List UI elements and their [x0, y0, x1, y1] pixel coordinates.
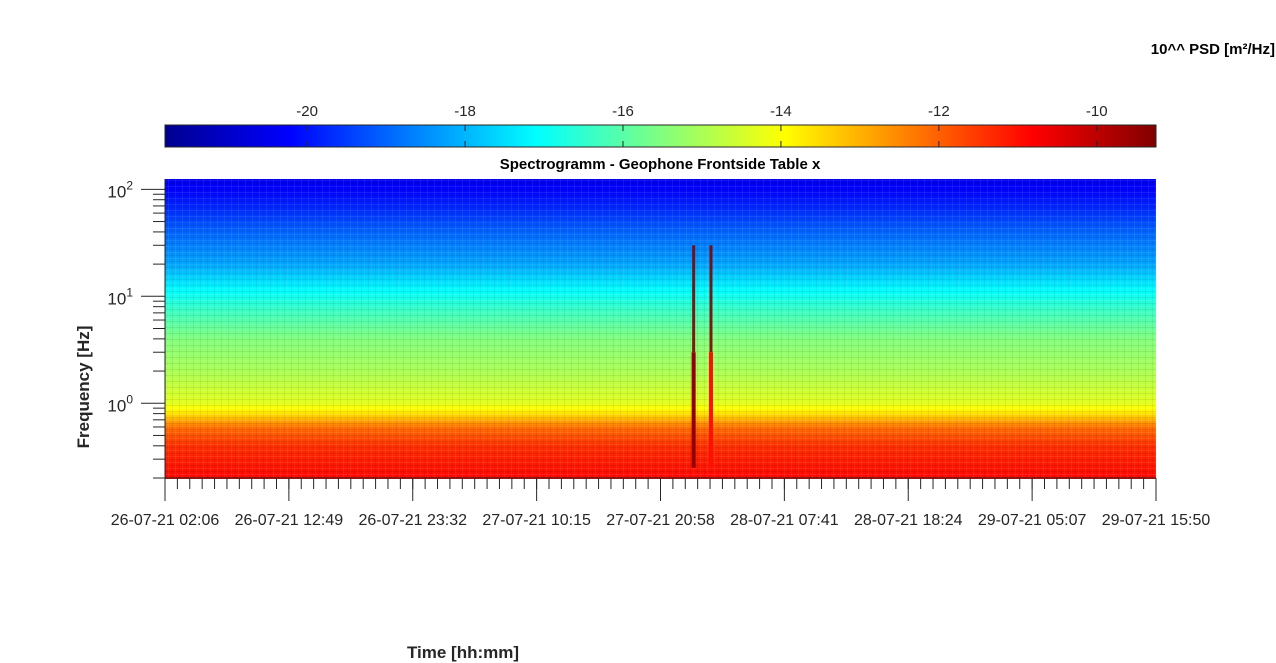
event-streaks: [691, 245, 713, 468]
colorbar-tick-label: -20: [296, 103, 318, 120]
colorbar-tick-label: -18: [454, 103, 476, 120]
y-tick-label: 101: [107, 285, 133, 308]
colorbar-tick-label: -10: [1086, 103, 1108, 120]
colorbar-ticks: -20 -18 -16 -14 -12 -10: [296, 103, 1108, 147]
event-streak: [691, 352, 696, 468]
heatmap-texture-v: [165, 179, 1156, 478]
event-streak-upper: [692, 245, 696, 353]
y-tick-label: 100: [107, 392, 133, 415]
event-streak: [708, 352, 713, 468]
chart-title: Spectrogramm - Geophone Frontside Table …: [500, 156, 821, 173]
colorbar-gradient: [164, 124, 1157, 148]
colorbar-label: 10^^ PSD [m²/Hz]: [1151, 41, 1275, 58]
colorbar-tick-label: -16: [612, 103, 634, 120]
x-tick-label: 28-07-21 07:41: [730, 512, 839, 529]
colorbar-tick-label: -14: [770, 103, 792, 120]
colorbar-tick-label: -12: [928, 103, 950, 120]
y-axis-label: Frequency [Hz]: [74, 326, 93, 449]
plot-area: [165, 179, 1156, 479]
x-tick-label: 27-07-21 20:58: [606, 512, 715, 529]
x-tick-label: 26-07-21 23:32: [358, 512, 467, 529]
event-streak-upper: [709, 245, 713, 353]
x-tick-label: 29-07-21 15:50: [1102, 512, 1211, 529]
x-tick-label: 26-07-21 12:49: [235, 512, 344, 529]
x-tick-label: 28-07-21 18:24: [854, 512, 963, 529]
x-axis-label: Time [hh:mm]: [407, 643, 519, 662]
x-tick-label: 29-07-21 05:07: [978, 512, 1087, 529]
x-axis: 26-07-21 02:06 26-07-21 12:49 26-07-21 23:…: [111, 477, 1211, 662]
y-ticks: 100 101 102: [107, 178, 165, 479]
y-tick-label: 102: [107, 178, 133, 201]
colorbar: -20 -18 -16 -14 -12 -10 10^^ PSD [m²/Hz]: [164, 41, 1275, 148]
y-axis: 100 101 102 Frequency [Hz]: [74, 178, 166, 479]
x-tick-labels: 26-07-21 02:06 26-07-21 12:49 26-07-21 23:…: [111, 478, 1211, 529]
x-tick-label: 27-07-21 10:15: [482, 512, 591, 529]
x-tick-label: 26-07-21 02:06: [111, 512, 220, 529]
